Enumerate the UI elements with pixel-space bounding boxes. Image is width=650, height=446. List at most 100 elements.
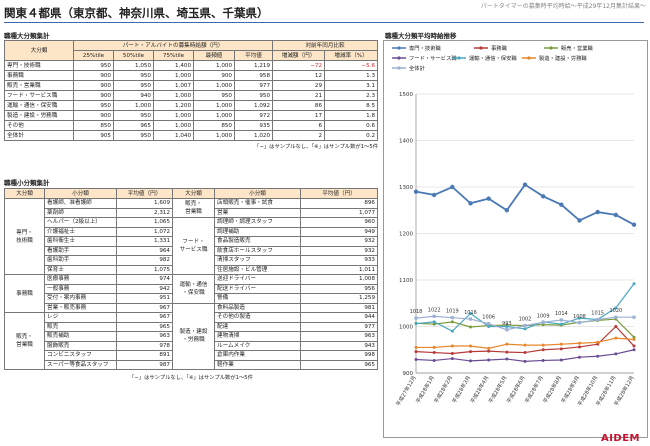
data-point [469, 350, 472, 354]
data-point [540, 194, 546, 199]
table-row: スーパー等食品スタッフ 987 軽作業 965 [5, 359, 378, 370]
data-label: 993 [502, 321, 512, 327]
header-wage-group: パート・アルバイトの募集時給額（円） [72, 40, 274, 51]
legend-marker [397, 46, 401, 50]
subcategory-name: 配達 [214, 321, 301, 332]
small-category-table: 大分類 小分類 平均値（円） 大分類 小分類 平均値（円） 専門・ 技術職 看護師、… [4, 188, 378, 370]
table2-container: 大分類 小分類 平均値（円） 大分類 小分類 平均値（円） 専門・ 技術職 看護師、… [4, 188, 378, 381]
subcategory-average: 974 [116, 274, 173, 285]
cell-p25: 900 [73, 80, 114, 91]
series-line [416, 337, 635, 349]
group-label: 製造・建設 ・労務職 [172, 302, 215, 370]
subcategory-name: ルームメイク [214, 340, 301, 351]
y-tick-label: 1500 [399, 92, 413, 98]
data-point [541, 320, 545, 324]
cell-p75: 1,000 [153, 90, 194, 101]
subcategory-name: 看護助手 [44, 245, 117, 256]
cell-diff: 17 [272, 110, 326, 121]
legend-label: 事務職 [491, 44, 508, 52]
data-label: 1014 [555, 311, 568, 317]
cell-avg: 1,219 [233, 60, 274, 71]
table1-section-title: 職種大分類集計 [4, 32, 50, 40]
header-category: 大分類 [4, 40, 74, 61]
cell-avg: 972 [233, 110, 274, 121]
chart-frame: 専門・技術職 事務職 販売・営業職 フード・サービス職 運輸・通信・保安職 製造・建設・労… [383, 40, 648, 438]
subcategory-name: 住居施設・ビル管理 [214, 264, 301, 275]
data-point [523, 359, 527, 363]
legend-label: 専門・技術職 [409, 44, 441, 52]
subcategory-name: 営業・販売事務 [44, 302, 117, 313]
subcategory-name: ヘルパー（2級以上） [44, 217, 117, 228]
table-row: 受付・案内事務 951 警備 1,259 [5, 293, 378, 304]
legend-marker [549, 46, 553, 50]
data-point [432, 322, 436, 326]
header-big-right: 大分類 [172, 188, 215, 199]
cell-p50: 1,050 [113, 60, 154, 71]
data-label: 1009 [537, 313, 550, 319]
data-point [505, 328, 509, 332]
subcategory-name: 調理師・調理スタッフ [214, 217, 301, 228]
data-label: 1002 [519, 317, 532, 323]
subcategory-average: 998 [300, 350, 378, 361]
data-point [523, 343, 527, 347]
subcategory-average: 1,259 [300, 293, 378, 304]
cell-rate: 0.6 [324, 120, 379, 131]
cell-p25: 950 [73, 60, 114, 71]
cell-avg: 1,092 [233, 100, 274, 111]
data-point [578, 345, 581, 349]
data-point [632, 315, 636, 319]
subcategory-name: その他の製造 [214, 312, 301, 323]
subcategory-average: 2,312 [116, 207, 173, 218]
table1-container: 大分類 パート・アルバイトの募集時給額（円） 対前年同月比較 25%tile 5… [4, 40, 379, 150]
data-point [559, 318, 563, 322]
cell-p75: 1,000 [153, 110, 194, 121]
data-label: 1006 [482, 315, 495, 321]
y-tick-label: 900 [403, 371, 414, 377]
subcategory-average: 1,077 [300, 207, 378, 218]
data-label: 1016 [464, 310, 477, 316]
data-point [450, 344, 454, 348]
subcategory-average: 1,609 [116, 198, 173, 209]
group-label: 販売・ 営業職 [172, 198, 215, 218]
data-label: 1008 [573, 314, 586, 320]
subcategory-name: 送迎ドライバー [214, 274, 301, 285]
data-point [414, 322, 418, 326]
cell-mode: 850 [193, 120, 235, 131]
data-point [523, 327, 527, 331]
data-point [632, 344, 636, 348]
legend-label: 全体計 [409, 64, 426, 72]
subcategory-name: 歯科衛生士 [44, 236, 117, 247]
cell-avg: 950 [233, 90, 274, 101]
subcategory-average: 896 [300, 198, 378, 209]
header-note: パートタイマーの募集時平均時給〜平成29年12月集計結果〜 [480, 3, 646, 10]
subcategory-name: 配送ドライバー [214, 283, 301, 294]
data-point [469, 344, 472, 348]
row-name: 事務職 [4, 70, 74, 81]
cell-avg: 1,020 [233, 130, 274, 141]
subcategory-average: 949 [300, 226, 378, 237]
data-point [413, 189, 419, 194]
data-label: 1019 [446, 309, 459, 315]
subcategory-name: 販売 [44, 321, 117, 332]
header-rate: 増減率（%） [324, 50, 379, 61]
subcategory-name: スーパー等食品スタッフ [44, 359, 117, 370]
data-point [450, 184, 455, 190]
data-point [577, 321, 582, 325]
data-point [468, 317, 473, 321]
subcategory-average: 967 [116, 302, 173, 313]
group-label: フード・ サービス職 [172, 217, 215, 275]
data-point [432, 345, 436, 349]
cell-diff: 6 [272, 120, 326, 131]
cell-p75: 1,000 [153, 120, 194, 131]
cell-diff: −72 [272, 60, 326, 71]
subcategory-average: 981 [300, 302, 378, 313]
table-row: ヘルパー（2級以上） 1,065 フード・ サービス職 調理師・調理スタッフ 960 [5, 217, 378, 275]
subcategory-name: 介護福祉士 [44, 226, 117, 237]
cell-p75: 1,200 [153, 100, 194, 111]
y-tick-label: 1300 [399, 185, 413, 191]
data-point [596, 340, 600, 344]
cell-diff: 12 [272, 70, 326, 81]
header-p75: 75%tile [153, 50, 194, 61]
data-point [487, 346, 491, 350]
y-tick-label: 1400 [399, 139, 413, 145]
